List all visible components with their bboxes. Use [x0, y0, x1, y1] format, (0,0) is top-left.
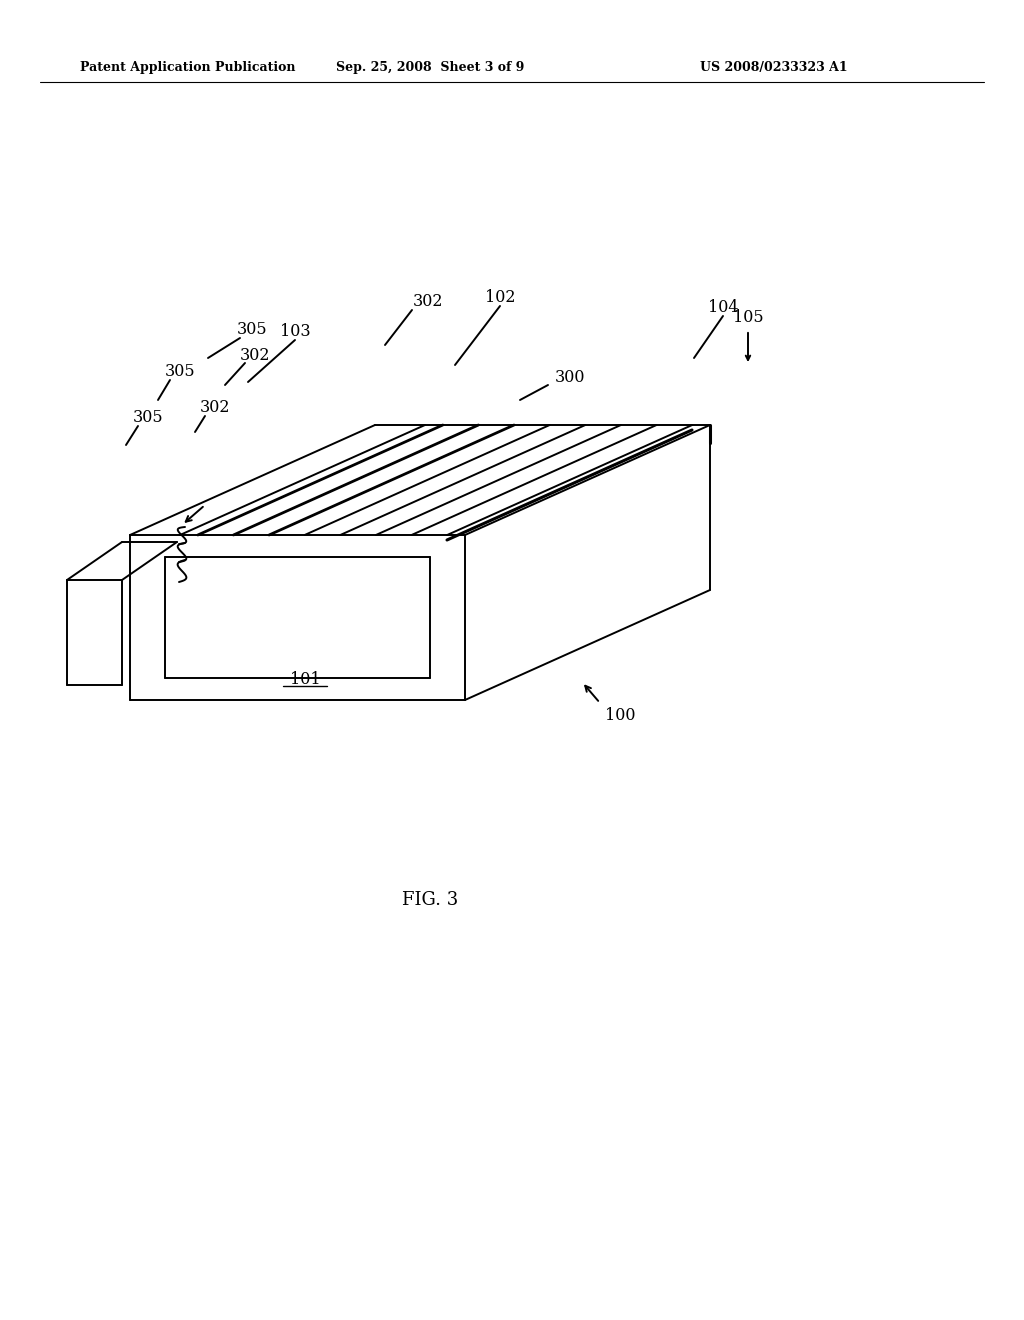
- Text: 104: 104: [708, 300, 738, 317]
- Text: US 2008/0233323 A1: US 2008/0233323 A1: [700, 62, 848, 74]
- Text: Patent Application Publication: Patent Application Publication: [80, 62, 296, 74]
- Text: 302: 302: [413, 293, 443, 310]
- Text: 305: 305: [165, 363, 196, 380]
- Text: Sep. 25, 2008  Sheet 3 of 9: Sep. 25, 2008 Sheet 3 of 9: [336, 62, 524, 74]
- Text: 101: 101: [290, 672, 321, 689]
- Text: 102: 102: [484, 289, 515, 306]
- Text: 105: 105: [733, 309, 763, 326]
- Text: 300: 300: [555, 370, 586, 387]
- Text: 305: 305: [133, 409, 163, 426]
- Text: FIG. 3: FIG. 3: [401, 891, 458, 909]
- Text: 103: 103: [280, 323, 310, 341]
- Text: 302: 302: [200, 400, 230, 417]
- Text: 305: 305: [237, 322, 267, 338]
- Text: 302: 302: [240, 346, 270, 363]
- Text: 100: 100: [605, 706, 635, 723]
